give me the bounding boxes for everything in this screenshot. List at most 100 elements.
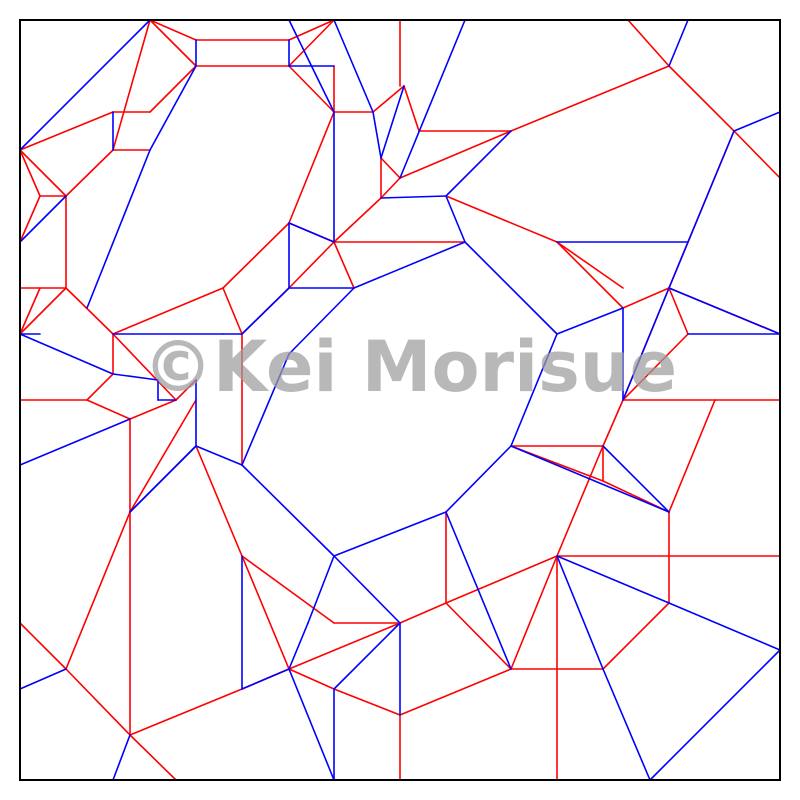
mountain-fold-line [333,197,382,243]
mountain-fold-line [19,287,67,335]
mountain-fold-line [175,379,197,401]
valley-fold-line [288,222,335,243]
mountain-fold-line [399,668,512,716]
mountain-fold-line [399,130,512,179]
valley-fold-line [622,287,670,401]
mountain-fold-line [19,287,41,335]
mountain-fold-line [195,445,243,557]
valley-fold-line [288,19,335,113]
valley-fold-line [668,602,781,651]
valley-fold-line [668,130,735,289]
valley-fold-line [733,111,781,132]
valley-fold-line [241,353,290,466]
mountain-fold-line [65,668,131,736]
valley-fold-line [445,130,512,197]
mountain-fold-line [288,622,401,670]
mountain-fold-line [112,19,151,151]
valley-fold-line [556,307,624,335]
valley-fold-line [445,445,512,513]
valley-fold-line [668,287,781,335]
mountain-fold-line [19,149,67,197]
mountain-fold-line [556,241,624,309]
mountain-fold-line [733,130,781,179]
mountain-fold-line [19,149,41,197]
valley-fold-line [241,464,335,557]
mountain-fold-line [222,287,243,335]
valley-fold-line [353,241,466,289]
mountain-fold-line [288,668,335,690]
valley-fold-line [372,111,382,159]
valley-fold-line [19,418,131,466]
valley-fold-line [241,668,290,690]
copyright-watermark: ©Kei Morisue [143,326,677,408]
valley-fold-line [333,19,374,113]
valley-fold-line [333,511,447,557]
mountain-fold-line [241,555,290,670]
mountain-fold-line [380,157,401,179]
mountain-fold-line [556,241,624,289]
mountain-fold-line [668,65,735,132]
valley-fold-line [399,19,466,179]
valley-fold-line [668,19,689,67]
valley-fold-line [556,555,670,604]
valley-fold-line [445,195,466,243]
mountain-fold-line [445,602,512,670]
mountain-fold-line [222,222,290,289]
valley-fold-line [86,149,151,309]
mountain-fold-line [399,602,447,624]
valley-fold-line [19,19,151,151]
valley-fold-line [380,85,405,159]
mountain-fold-line [622,287,670,309]
mountain-fold-line [333,688,401,716]
mountain-fold-line [380,177,401,199]
valley-fold-line [333,555,401,624]
mountain-fold-line [403,85,420,132]
mountain-fold-line [65,511,131,670]
mountain-fold-line [333,241,355,289]
valley-fold-line [510,445,670,513]
crease-lines [19,19,781,781]
mountain-fold-line [19,195,41,243]
mountain-fold-line [556,445,604,557]
valley-fold-line [602,445,670,513]
valley-fold-line [288,622,309,670]
valley-fold-line [19,333,114,375]
mountain-fold-line [668,287,689,335]
valley-fold-line [112,373,159,381]
mountain-fold-line [86,373,114,401]
mountain-fold-line [149,19,197,67]
mountain-fold-line [112,287,224,335]
mountain-fold-line [627,19,670,67]
mountain-fold-line [19,111,114,151]
valley-fold-line [241,287,290,335]
valley-fold-line [649,649,781,781]
mountain-fold-line [372,85,405,113]
mountain-fold-line [112,333,177,401]
mountain-fold-line [668,399,716,513]
valley-fold-line [307,555,335,624]
mountain-fold-line [65,287,114,335]
mountain-fold-line [129,399,177,420]
valley-fold-line [464,241,558,335]
mountain-fold-line [445,555,558,604]
mountain-fold-line [510,65,670,132]
mountain-fold-line [445,195,558,243]
mountain-fold-line [129,399,197,513]
mountain-fold-line [149,19,197,41]
mountain-fold-line [241,555,335,624]
mountain-fold-line [129,688,243,736]
valley-fold-line [112,734,131,781]
mountain-fold-line [288,111,335,224]
mountain-fold-line [86,399,131,420]
valley-fold-line [380,195,447,199]
valley-fold-line [149,65,197,151]
mountain-fold-line [288,241,335,289]
mountain-fold-line [65,149,114,197]
valley-fold-line [602,668,651,781]
valley-fold-line [510,333,558,447]
valley-fold-line [195,445,243,466]
mountain-fold-line [288,65,335,113]
valley-fold-line [288,287,355,355]
sheet-border [19,19,781,781]
